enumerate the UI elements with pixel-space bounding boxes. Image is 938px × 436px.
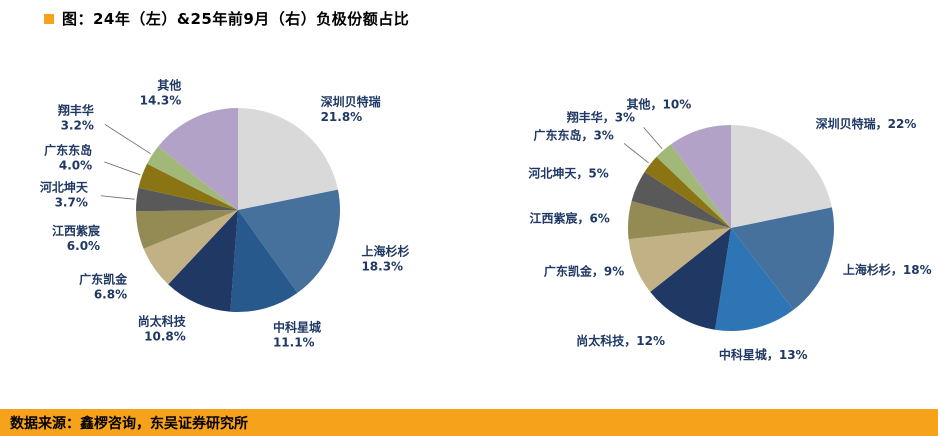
leader-line (104, 161, 141, 176)
pie-label-1: 上海杉杉，18% (843, 262, 932, 277)
pie-label-0: 深圳贝特瑞，22% (816, 116, 917, 131)
pie-slice-0 (238, 108, 338, 210)
pie-label-1: 上海杉杉 18.3% (361, 243, 409, 273)
pie-label-7: 广东东岛 4.0% (44, 142, 92, 172)
pie-label-8: 翔丰华 3.2% (57, 102, 94, 132)
leader-line (100, 195, 135, 200)
pie-slice-4 (628, 228, 731, 292)
pie-label-3: 尚太科技，12% (576, 333, 665, 348)
pie-slice-0 (731, 125, 832, 228)
pie-label-8: 翔丰华，3% (566, 110, 635, 125)
source-bar: 数据来源：鑫椤咨询，东吴证券研究所 (0, 409, 938, 436)
leader-line (104, 123, 151, 155)
pie-slice-1 (731, 207, 834, 310)
pie-slice-2 (230, 210, 298, 312)
pie-slice-3 (168, 210, 238, 312)
accent-square-icon (44, 13, 54, 24)
pie-slice-5 (628, 201, 731, 240)
leader-line (623, 143, 649, 164)
pie-label-6: 河北坤天，5% (527, 165, 608, 180)
pie-label-0: 深圳贝特瑞 21.8% (321, 94, 381, 124)
pie-label-9: 其他，10% (627, 96, 692, 111)
pie-slice-3 (650, 228, 731, 330)
pie-slice-2 (715, 228, 794, 331)
pie-chart-2025-9m: 深圳贝特瑞，22% 上海杉杉，18% 中科星城，13% 尚太科技，12% 广东凯金，9%… (527, 96, 932, 362)
pie-chart-2024: 深圳贝特瑞 21.8% 上海杉杉 18.3% 中科星城 11.1% 尚太科技 10.8% 广东凯… (39, 77, 410, 350)
pie-slice-9 (670, 125, 731, 228)
pie-label-6: 河北坤天 3.7% (39, 179, 89, 209)
pie-label-2: 中科星城 11.1% (273, 320, 321, 350)
leader-line (643, 127, 663, 150)
pie-slice-5 (136, 210, 238, 249)
pie-slice-4 (143, 210, 238, 285)
pie-label-7: 广东东岛，3% (533, 127, 613, 142)
pie-label-5: 江西紫宸 6.0% (52, 223, 101, 253)
source-text: 数据来源：鑫椤咨询，东吴证券研究所 (10, 415, 248, 432)
pie-label-5: 江西紫宸，6% (529, 211, 609, 226)
pie-slice-8 (147, 146, 238, 210)
pie-slice-1 (238, 189, 340, 293)
pie-slice-7 (644, 156, 731, 228)
figure-title: 图：24年（左）&25年前9月（右）负极份额占比 (62, 10, 410, 28)
pie-label-4: 广东凯金 6.8% (79, 271, 128, 301)
pie-label-3: 尚太科技 10.8% (138, 314, 187, 344)
pie-label-4: 广东凯金，9% (544, 264, 624, 279)
figure-title-row: 图：24年（左）&25年前9月（右）负极份额占比 (44, 8, 409, 29)
charts-row: 深圳贝特瑞 21.8% 上海杉杉 18.3% 中科星城 11.1% 尚太科技 10.8% 广东凯… (0, 32, 938, 409)
pie-slice-7 (138, 163, 238, 210)
pie-slice-6 (136, 187, 238, 212)
pie-slice-6 (631, 171, 731, 228)
pie-label-2: 中科星城，13% (719, 347, 808, 362)
pie-slice-8 (656, 144, 731, 228)
pie-slice-9 (158, 108, 238, 210)
pie-label-9: 其他 14.3% (140, 77, 182, 107)
